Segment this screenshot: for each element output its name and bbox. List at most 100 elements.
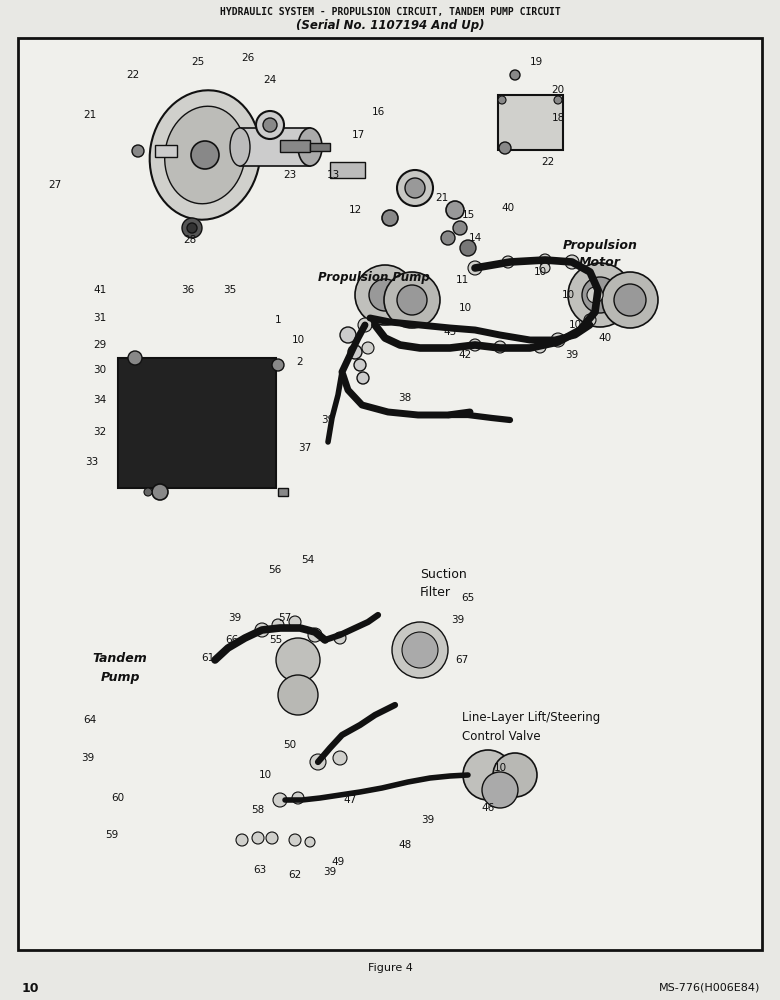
Circle shape xyxy=(340,327,356,343)
Text: 1: 1 xyxy=(275,315,282,325)
Text: 62: 62 xyxy=(289,870,302,880)
Text: 28: 28 xyxy=(183,235,197,245)
Bar xyxy=(240,128,310,166)
Text: 21: 21 xyxy=(435,193,448,203)
Circle shape xyxy=(494,341,506,353)
Circle shape xyxy=(587,287,603,303)
Circle shape xyxy=(469,339,481,351)
Text: 32: 32 xyxy=(94,427,107,437)
Circle shape xyxy=(144,488,152,496)
Text: 23: 23 xyxy=(283,170,296,180)
Circle shape xyxy=(369,279,401,311)
Circle shape xyxy=(362,342,374,354)
Text: 48: 48 xyxy=(399,840,412,850)
Text: 61: 61 xyxy=(201,653,215,663)
Circle shape xyxy=(187,223,197,233)
Bar xyxy=(310,143,330,151)
Circle shape xyxy=(308,628,322,642)
Bar xyxy=(155,145,177,157)
Text: 54: 54 xyxy=(301,555,314,565)
Text: Line-Layer Lift/Steering: Line-Layer Lift/Steering xyxy=(462,712,601,724)
Text: 10: 10 xyxy=(494,763,506,773)
Text: 39: 39 xyxy=(421,815,434,825)
Ellipse shape xyxy=(165,106,245,204)
Polygon shape xyxy=(108,175,155,235)
Circle shape xyxy=(252,832,264,844)
Circle shape xyxy=(540,263,550,273)
Circle shape xyxy=(565,255,579,269)
Text: 31: 31 xyxy=(94,313,107,323)
Text: 10: 10 xyxy=(292,335,304,345)
Text: Filter: Filter xyxy=(420,585,451,598)
Bar xyxy=(278,488,288,496)
Text: Suction: Suction xyxy=(420,568,466,582)
Circle shape xyxy=(402,632,438,668)
Text: 26: 26 xyxy=(241,53,254,63)
Circle shape xyxy=(272,359,284,371)
Text: 56: 56 xyxy=(268,565,282,575)
Text: 66: 66 xyxy=(225,635,239,645)
Text: 14: 14 xyxy=(468,233,481,243)
Circle shape xyxy=(255,623,269,637)
Circle shape xyxy=(502,256,514,268)
Ellipse shape xyxy=(230,128,250,166)
Circle shape xyxy=(292,792,304,804)
Circle shape xyxy=(441,231,455,245)
Circle shape xyxy=(392,622,448,678)
Circle shape xyxy=(132,145,144,157)
Text: 40: 40 xyxy=(502,203,515,213)
Text: 50: 50 xyxy=(283,740,296,750)
Text: 21: 21 xyxy=(83,110,97,120)
Text: (Serial No. 1107194 And Up): (Serial No. 1107194 And Up) xyxy=(296,19,484,32)
Text: 20: 20 xyxy=(551,85,565,95)
Text: 10: 10 xyxy=(22,982,40,994)
Circle shape xyxy=(263,118,277,132)
Text: 10: 10 xyxy=(562,290,575,300)
Circle shape xyxy=(276,638,320,682)
Text: 13: 13 xyxy=(326,170,339,180)
Bar xyxy=(498,95,563,150)
Circle shape xyxy=(397,170,433,206)
Text: MS-776(H006E84): MS-776(H006E84) xyxy=(658,983,760,993)
Circle shape xyxy=(289,616,301,628)
Circle shape xyxy=(128,351,142,365)
Circle shape xyxy=(384,272,440,328)
Text: 10: 10 xyxy=(459,303,472,313)
Text: 49: 49 xyxy=(332,857,345,867)
Text: Propulsion Pump: Propulsion Pump xyxy=(318,271,430,284)
Text: Control Valve: Control Valve xyxy=(462,730,541,742)
Text: 2: 2 xyxy=(296,357,303,367)
Text: 24: 24 xyxy=(264,75,277,85)
Text: 10: 10 xyxy=(258,770,271,780)
Polygon shape xyxy=(165,888,198,915)
Circle shape xyxy=(355,265,415,325)
Text: 39: 39 xyxy=(321,415,335,425)
Text: 57: 57 xyxy=(278,613,292,623)
Text: Figure 4: Figure 4 xyxy=(367,963,413,973)
Circle shape xyxy=(405,178,425,198)
Circle shape xyxy=(493,753,537,797)
Circle shape xyxy=(460,240,476,256)
Circle shape xyxy=(182,218,202,238)
Circle shape xyxy=(498,96,506,104)
Text: 25: 25 xyxy=(191,57,204,67)
Polygon shape xyxy=(80,185,128,242)
Text: 64: 64 xyxy=(83,715,97,725)
Text: 41: 41 xyxy=(94,285,107,295)
Text: 55: 55 xyxy=(269,635,282,645)
Text: 60: 60 xyxy=(112,793,125,803)
Circle shape xyxy=(468,261,482,275)
Circle shape xyxy=(534,341,546,353)
Text: 42: 42 xyxy=(459,350,472,360)
Text: 16: 16 xyxy=(371,107,385,117)
Circle shape xyxy=(256,111,284,139)
Text: Pump: Pump xyxy=(101,672,140,684)
Text: 10: 10 xyxy=(569,320,582,330)
Text: 65: 65 xyxy=(462,593,474,603)
Text: 27: 27 xyxy=(48,180,62,190)
Text: 33: 33 xyxy=(85,457,98,467)
Text: 39: 39 xyxy=(566,350,579,360)
Text: 22: 22 xyxy=(541,157,555,167)
Bar xyxy=(280,140,310,152)
Text: 19: 19 xyxy=(530,57,543,67)
